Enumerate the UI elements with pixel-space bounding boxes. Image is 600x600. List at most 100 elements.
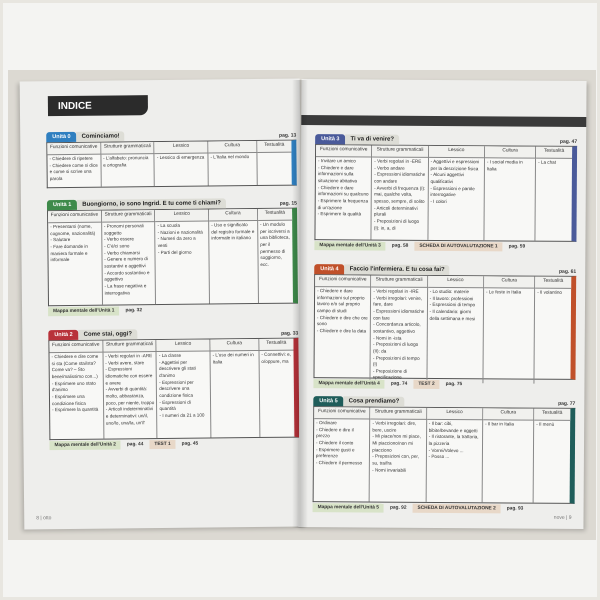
unit-title: Ti va di venire?	[345, 134, 400, 145]
footer-link[interactable]: SCHEDA DI AUTOVALUTAZIONE 2	[412, 503, 501, 514]
unit-header: Unità 5 Cosa prendiamo? pag. 77	[313, 395, 575, 408]
cell-item: - Chiedere come si dice e come si scrive…	[49, 162, 98, 182]
cell-item: - Verbi regolari in -ERE	[374, 158, 422, 164]
cell-item: - Concordanza articolo, sostantivo, agge…	[373, 321, 421, 334]
unit-header: Unità 4 Faccio l'infermiera. E tu cosa fa…	[314, 263, 576, 276]
column-header: Testualità	[259, 338, 294, 351]
cell-item: - Esprimere la frequenza di un'azione	[317, 198, 369, 210]
column-header: Funzioni comunicative	[316, 145, 373, 158]
cell-item: - Esprimere gusti e preferenze	[315, 446, 355, 459]
cell-item: - Preposizioni con, per, su, tra/fra	[372, 453, 419, 466]
cell-item: - Aggettivi e espressioni per la descriz…	[430, 158, 480, 171]
cell-item: - Esprimere una condizione fisica	[51, 393, 86, 406]
table-cell: - La classe - Aggettivi per descrivere gl…	[156, 351, 212, 439]
table-cell	[257, 153, 291, 185]
cell-item: - Un modulo per iscriversi a una bibliot…	[259, 221, 290, 267]
table-cell: - Chiedere e dire come si sta (Come stai…	[49, 352, 105, 440]
footer-link[interactable]: SCHEDA DI AUTOVALUTAZIONE 1	[414, 241, 503, 252]
footer-link[interactable]: Mappa mentale dell'Unità 1	[48, 306, 120, 317]
cell-item: - Connettivi: e, o/oppure, ma	[261, 351, 291, 364]
column-header: Strutture grammaticali	[371, 275, 428, 288]
cell-item: - Alcuni aggettivi qualificativi	[430, 172, 464, 184]
cell-item: - Fare domande in maniera formale e info…	[50, 243, 88, 263]
footer-page-number: pag. 74	[390, 381, 408, 387]
footer-link[interactable]: TEST 1	[149, 439, 176, 450]
cell-item: - I numeri da 21 a 100	[159, 412, 205, 418]
index-header: INDICE	[47, 95, 149, 117]
column-header: Funzioni comunicative	[49, 340, 104, 354]
cell-item: - Il bar: cibi, bibite/bevande e oggetti	[428, 420, 478, 433]
book-gutter	[292, 80, 308, 528]
unit-tab: Unità 2	[48, 329, 79, 341]
cell-item: - Chiedere e dare informazioni sulla sit…	[317, 164, 357, 184]
cell-item: - Espressioni idiomatiche con fare	[373, 308, 425, 321]
unit-table: Funzioni comunicative Strutture grammatic…	[314, 144, 578, 242]
table-row: - Chiedere di ripetere - Chiedere come si…	[47, 152, 291, 188]
left-page: INDICE Unità 0 Cominciamo! pag. 13 Funzioni…	[19, 78, 305, 530]
cell-item: - Uso e significato del registro formale…	[211, 222, 255, 241]
cell-item: - Il ristorante, la trattoria, la pizzer…	[428, 434, 479, 446]
column-header: Cultura	[208, 140, 258, 154]
cell-item: - Lo studio: materie	[429, 288, 470, 295]
column-header: Cultura	[210, 338, 260, 352]
table-cell: - La chat	[536, 159, 572, 241]
cell-item: - Preposizioni di luogo (II): da	[372, 341, 419, 354]
cell-item: - Chiedere e dire che ore sono	[316, 314, 368, 327]
unit-tab: Unità 5	[313, 396, 344, 407]
column-header: Cultura	[209, 208, 258, 222]
cell-item: - Le feste in Italia	[486, 289, 522, 295]
footer-page-number: pag. 75	[445, 382, 463, 388]
cell-item: - Chiedere di ripetere	[49, 155, 93, 162]
table-cell: - Presentarsi (nome, cognome, nazionalit…	[48, 222, 103, 306]
column-header: Cultura	[483, 408, 535, 421]
cell-item: - Numeri da zero a venti	[157, 235, 196, 248]
table-cell: - Verbi regolari in -ARE - Verbi avere, s…	[103, 352, 158, 439]
footer-link[interactable]: Mappa mentale dell'Unità 5	[312, 503, 384, 513]
column-header: Lessico	[427, 275, 485, 289]
cell-item: - L'Italia nel mondo	[210, 154, 250, 160]
footer-link[interactable]: Mappa mentale dell'Unità 3	[314, 241, 386, 251]
table-cell: - Aggettivi e espressioni per la descriz…	[428, 157, 485, 241]
column-header: Lessico	[156, 339, 211, 353]
top-band	[301, 115, 587, 127]
column-header: Funzioni comunicative	[314, 407, 371, 420]
cell-item: - Esprimere la quantità	[52, 406, 99, 413]
cell-item: - Espressioni idiomatiche con essere e a…	[105, 366, 153, 386]
unit-footer: Mappa mentale dell'Unità 3 pag. 58 SCHEDA …	[314, 241, 576, 252]
table-cell: - La scuola - Nazioni e nazionalità - Nume…	[155, 221, 211, 305]
unit-section: Unità 2 Come stai, oggi? pag. 33 Funzioni c…	[48, 327, 300, 451]
table-cell: - L'Italia nel mondo	[208, 152, 258, 186]
unit-table: Funzioni comunicative Strutture grammatic…	[313, 274, 577, 384]
table-row: - Chiedere e dare informazioni sul propr…	[314, 287, 571, 384]
unit-tab: Unità 0	[46, 131, 77, 143]
footer-link[interactable]: Mappa mentale dell'Unità 2	[49, 440, 121, 451]
footer-page-number: pag. 45	[181, 441, 199, 447]
table-cell: - Il bar: cibi, bibite/bevande e oggetti…	[426, 419, 484, 503]
cell-item: - Avverbi di frequenza (I): mai, qualche…	[374, 185, 426, 204]
footer-page-number: pag. 44	[126, 442, 144, 448]
cell-item: - Il menù	[536, 421, 555, 427]
cell-item: - Espressioni per descrivere una condizi…	[159, 379, 194, 398]
cell-item: - Articoli indeterminativi e determinati…	[105, 406, 154, 426]
cell-item: - Nomi invariabili	[372, 467, 407, 473]
cell-item: - Chiedere e dare informazioni su qualcu…	[317, 184, 369, 197]
cell-item: - Il volantino	[537, 289, 563, 295]
footer-link[interactable]: Mappa mentale dell'Unità 4	[313, 379, 385, 389]
column-header: Cultura	[484, 276, 536, 289]
table-cell: - L'alfabeto: pronuncia e ortografia	[101, 154, 156, 187]
right-page-number: nove | 9	[553, 514, 572, 521]
unit-table: Funzioni comunicative Strutture grammatic…	[46, 139, 297, 189]
table-cell: - Ordinare - Chiedere e dire il prezzo - C…	[313, 419, 371, 502]
unit-section: Unità 0 Cominciamo! pag. 13 Funzioni comuni…	[46, 129, 297, 189]
cell-item: - Chiedere e dire il prezzo	[316, 426, 354, 439]
cell-item: - L'uso dei numeri in Italia	[212, 351, 254, 365]
cell-item: - Esprimere la qualità	[317, 211, 362, 217]
table-cell: - Un modulo per iscriversi a una bibliot…	[258, 221, 293, 303]
unit-title: Buongiorno, io sono Ingrid. E tu come ti…	[77, 198, 227, 210]
right-page: Unità 3 Ti va di venire? pag. 47 Funzioni c…	[298, 79, 587, 529]
footer-link[interactable]: TEST 2	[413, 379, 440, 389]
table-row: - Presentarsi (nome, cognome, nazionalit…	[48, 220, 293, 306]
column-header: Strutture grammaticali	[370, 407, 427, 420]
cell-item: - L'alfabeto: pronuncia e ortografia	[103, 155, 149, 168]
column-header: Testualità	[536, 146, 573, 159]
